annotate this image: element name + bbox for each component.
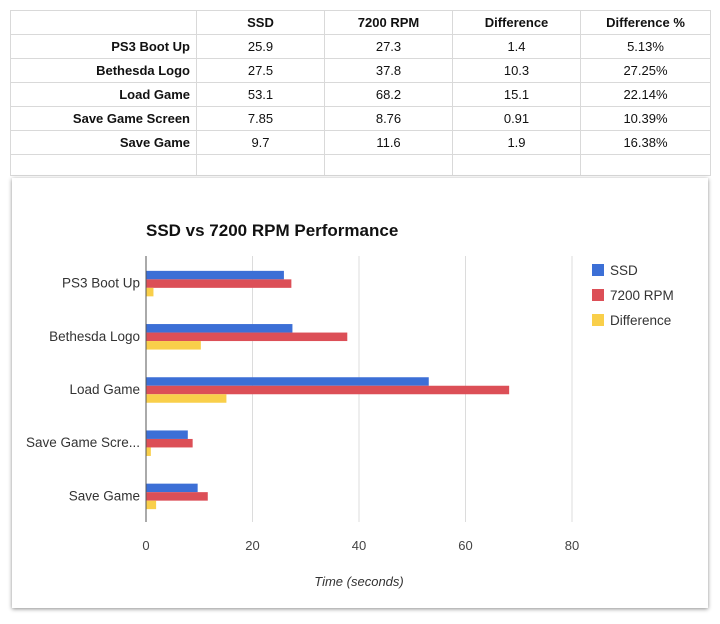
table-cell[interactable]: 25.9	[196, 34, 325, 59]
table-cell[interactable]: 9.7	[196, 130, 325, 155]
x-tick-label: 20	[245, 538, 259, 553]
bars	[146, 270, 510, 510]
legend: SSD 7200 RPM Difference	[592, 263, 674, 328]
table-cell[interactable]: 11.6	[324, 130, 453, 155]
bar-ssd[interactable]	[146, 270, 284, 280]
table-cell[interactable]: 15.1	[452, 82, 581, 107]
table-cell[interactable]: 8.76	[324, 106, 453, 131]
table-cell[interactable]: 27.25%	[580, 58, 711, 83]
row-label-cell[interactable]: PS3 Boot Up	[10, 34, 197, 59]
y-category-label: Load Game	[69, 382, 140, 397]
empty-cell[interactable]	[452, 154, 581, 176]
table-row: PS3 Boot Up 25.9 27.3 1.4 5.13%	[10, 34, 711, 59]
bar-ssd[interactable]	[146, 324, 293, 333]
empty-cell[interactable]	[196, 154, 325, 176]
table-cell[interactable]: 0.91	[452, 106, 581, 131]
table-row: Save Game 9.7 11.6 1.9 16.38%	[10, 130, 711, 155]
bar-7200-rpm[interactable]	[146, 279, 292, 288]
legend-swatch	[592, 264, 604, 276]
table-cell[interactable]: 1.4	[452, 34, 581, 59]
x-tick-label: 40	[352, 538, 366, 553]
table-cell[interactable]: 37.8	[324, 58, 453, 83]
bar-difference[interactable]	[146, 287, 154, 297]
header-cell[interactable]: SSD	[196, 10, 325, 35]
bar-difference[interactable]	[146, 447, 151, 456]
empty-row	[10, 154, 711, 176]
x-tick-label: 80	[565, 538, 579, 553]
axes: 0 20 40 60 80 PS3 Boot Up Bethesda Logo Load Ga…	[26, 256, 579, 553]
row-label-cell[interactable]: Save Game Screen	[10, 106, 197, 131]
table-row: Load Game 53.1 68.2 15.1 22.14%	[10, 82, 711, 107]
table-cell[interactable]: 16.38%	[580, 130, 711, 155]
row-label-cell[interactable]: Load Game	[10, 82, 197, 107]
bar-7200-rpm[interactable]	[146, 438, 193, 448]
x-tick-label: 60	[458, 538, 472, 553]
chart-panel[interactable]: SSD vs 7200 RPM Performance 0 20 40 60 80 PS3…	[12, 178, 708, 608]
data-table: SSD 7200 RPM Difference Difference % PS3…	[10, 10, 711, 176]
x-axis-title: Time (seconds)	[314, 574, 403, 589]
legend-swatch	[592, 314, 604, 326]
row-label-cell[interactable]: Save Game	[10, 130, 197, 155]
header-cell[interactable]	[10, 10, 197, 35]
bar-chart: SSD vs 7200 RPM Performance 0 20 40 60 80 PS3…	[26, 221, 674, 589]
bar-difference[interactable]	[146, 341, 201, 350]
legend-swatch	[592, 289, 604, 301]
table-cell[interactable]: 10.3	[452, 58, 581, 83]
table-cell[interactable]: 27.3	[324, 34, 453, 59]
row-label-cell[interactable]: Bethesda Logo	[10, 58, 197, 83]
table-cell[interactable]: 68.2	[324, 82, 453, 107]
bar-ssd[interactable]	[146, 377, 429, 386]
legend-label[interactable]: SSD	[610, 263, 638, 278]
bar-7200-rpm[interactable]	[146, 385, 510, 395]
legend-label[interactable]: Difference	[610, 313, 671, 328]
header-cell[interactable]: Difference %	[580, 10, 711, 35]
header-cell[interactable]: Difference	[452, 10, 581, 35]
bar-ssd[interactable]	[146, 430, 188, 439]
empty-cell[interactable]	[10, 154, 197, 176]
y-category-label: Bethesda Logo	[49, 329, 140, 344]
bar-7200-rpm[interactable]	[146, 332, 348, 342]
bar-difference[interactable]	[146, 394, 227, 403]
table-row: Bethesda Logo 27.5 37.8 10.3 27.25%	[10, 58, 711, 83]
x-tick-label: 0	[142, 538, 149, 553]
table-cell[interactable]: 7.85	[196, 106, 325, 131]
table-cell[interactable]: 5.13%	[580, 34, 711, 59]
bar-ssd[interactable]	[146, 483, 198, 493]
chart-title: SSD vs 7200 RPM Performance	[146, 221, 398, 240]
bar-7200-rpm[interactable]	[146, 492, 208, 501]
legend-label[interactable]: 7200 RPM	[610, 288, 674, 303]
table-cell[interactable]: 1.9	[452, 130, 581, 155]
table-cell[interactable]: 22.14%	[580, 82, 711, 107]
table-cell[interactable]: 53.1	[196, 82, 325, 107]
bar-difference[interactable]	[146, 500, 157, 510]
y-category-label: Save Game	[69, 488, 140, 503]
table-header-row: SSD 7200 RPM Difference Difference %	[10, 10, 711, 35]
y-category-label: PS3 Boot Up	[62, 276, 140, 291]
empty-cell[interactable]	[580, 154, 711, 176]
y-category-label: Save Game Scre...	[26, 435, 140, 450]
table-row: Save Game Screen 7.85 8.76 0.91 10.39%	[10, 106, 711, 131]
table-cell[interactable]: 10.39%	[580, 106, 711, 131]
table-cell[interactable]: 27.5	[196, 58, 325, 83]
empty-cell[interactable]	[324, 154, 453, 176]
header-cell[interactable]: 7200 RPM	[324, 10, 453, 35]
